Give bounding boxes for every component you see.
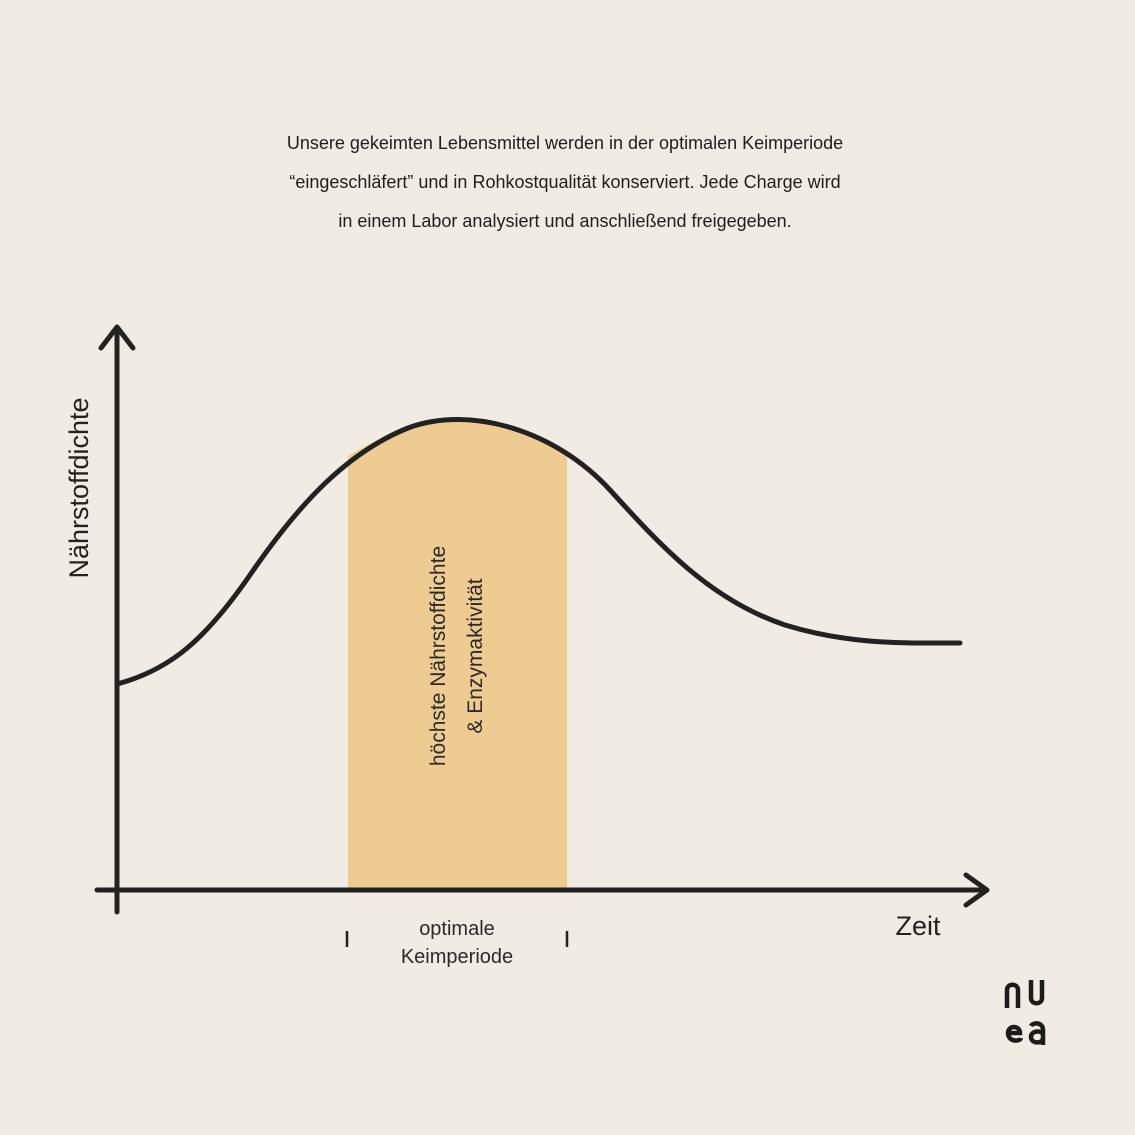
highlight-label-line-2: & Enzymaktivität <box>464 578 487 733</box>
y-axis-arrowhead <box>98 324 136 351</box>
nuea-logo <box>1004 980 1046 1045</box>
intro-line-2: “eingeschläfert” und in Rohkostqualität … <box>289 172 841 192</box>
x-axis-arrowhead <box>963 872 990 908</box>
y-axis-label: Nährstoffdichte <box>64 397 94 578</box>
intro-line-1: Unsere gekeimten Lebensmittel werden in … <box>286 133 844 153</box>
highlight-label-line-1: höchste Nährstoffdichte <box>427 546 450 766</box>
nutrient-curve-line <box>114 417 963 687</box>
intro-line-3: in einem Labor analysiert und anschließe… <box>338 211 792 231</box>
period-label-line-2: Keimperiode <box>401 946 513 968</box>
period-label-line-1: optimale <box>419 918 495 940</box>
highlight-area <box>348 420 567 890</box>
x-axis-label: Zeit <box>895 911 941 941</box>
intro-text: Unsere gekeimten Lebensmittel werden in … <box>140 124 990 241</box>
